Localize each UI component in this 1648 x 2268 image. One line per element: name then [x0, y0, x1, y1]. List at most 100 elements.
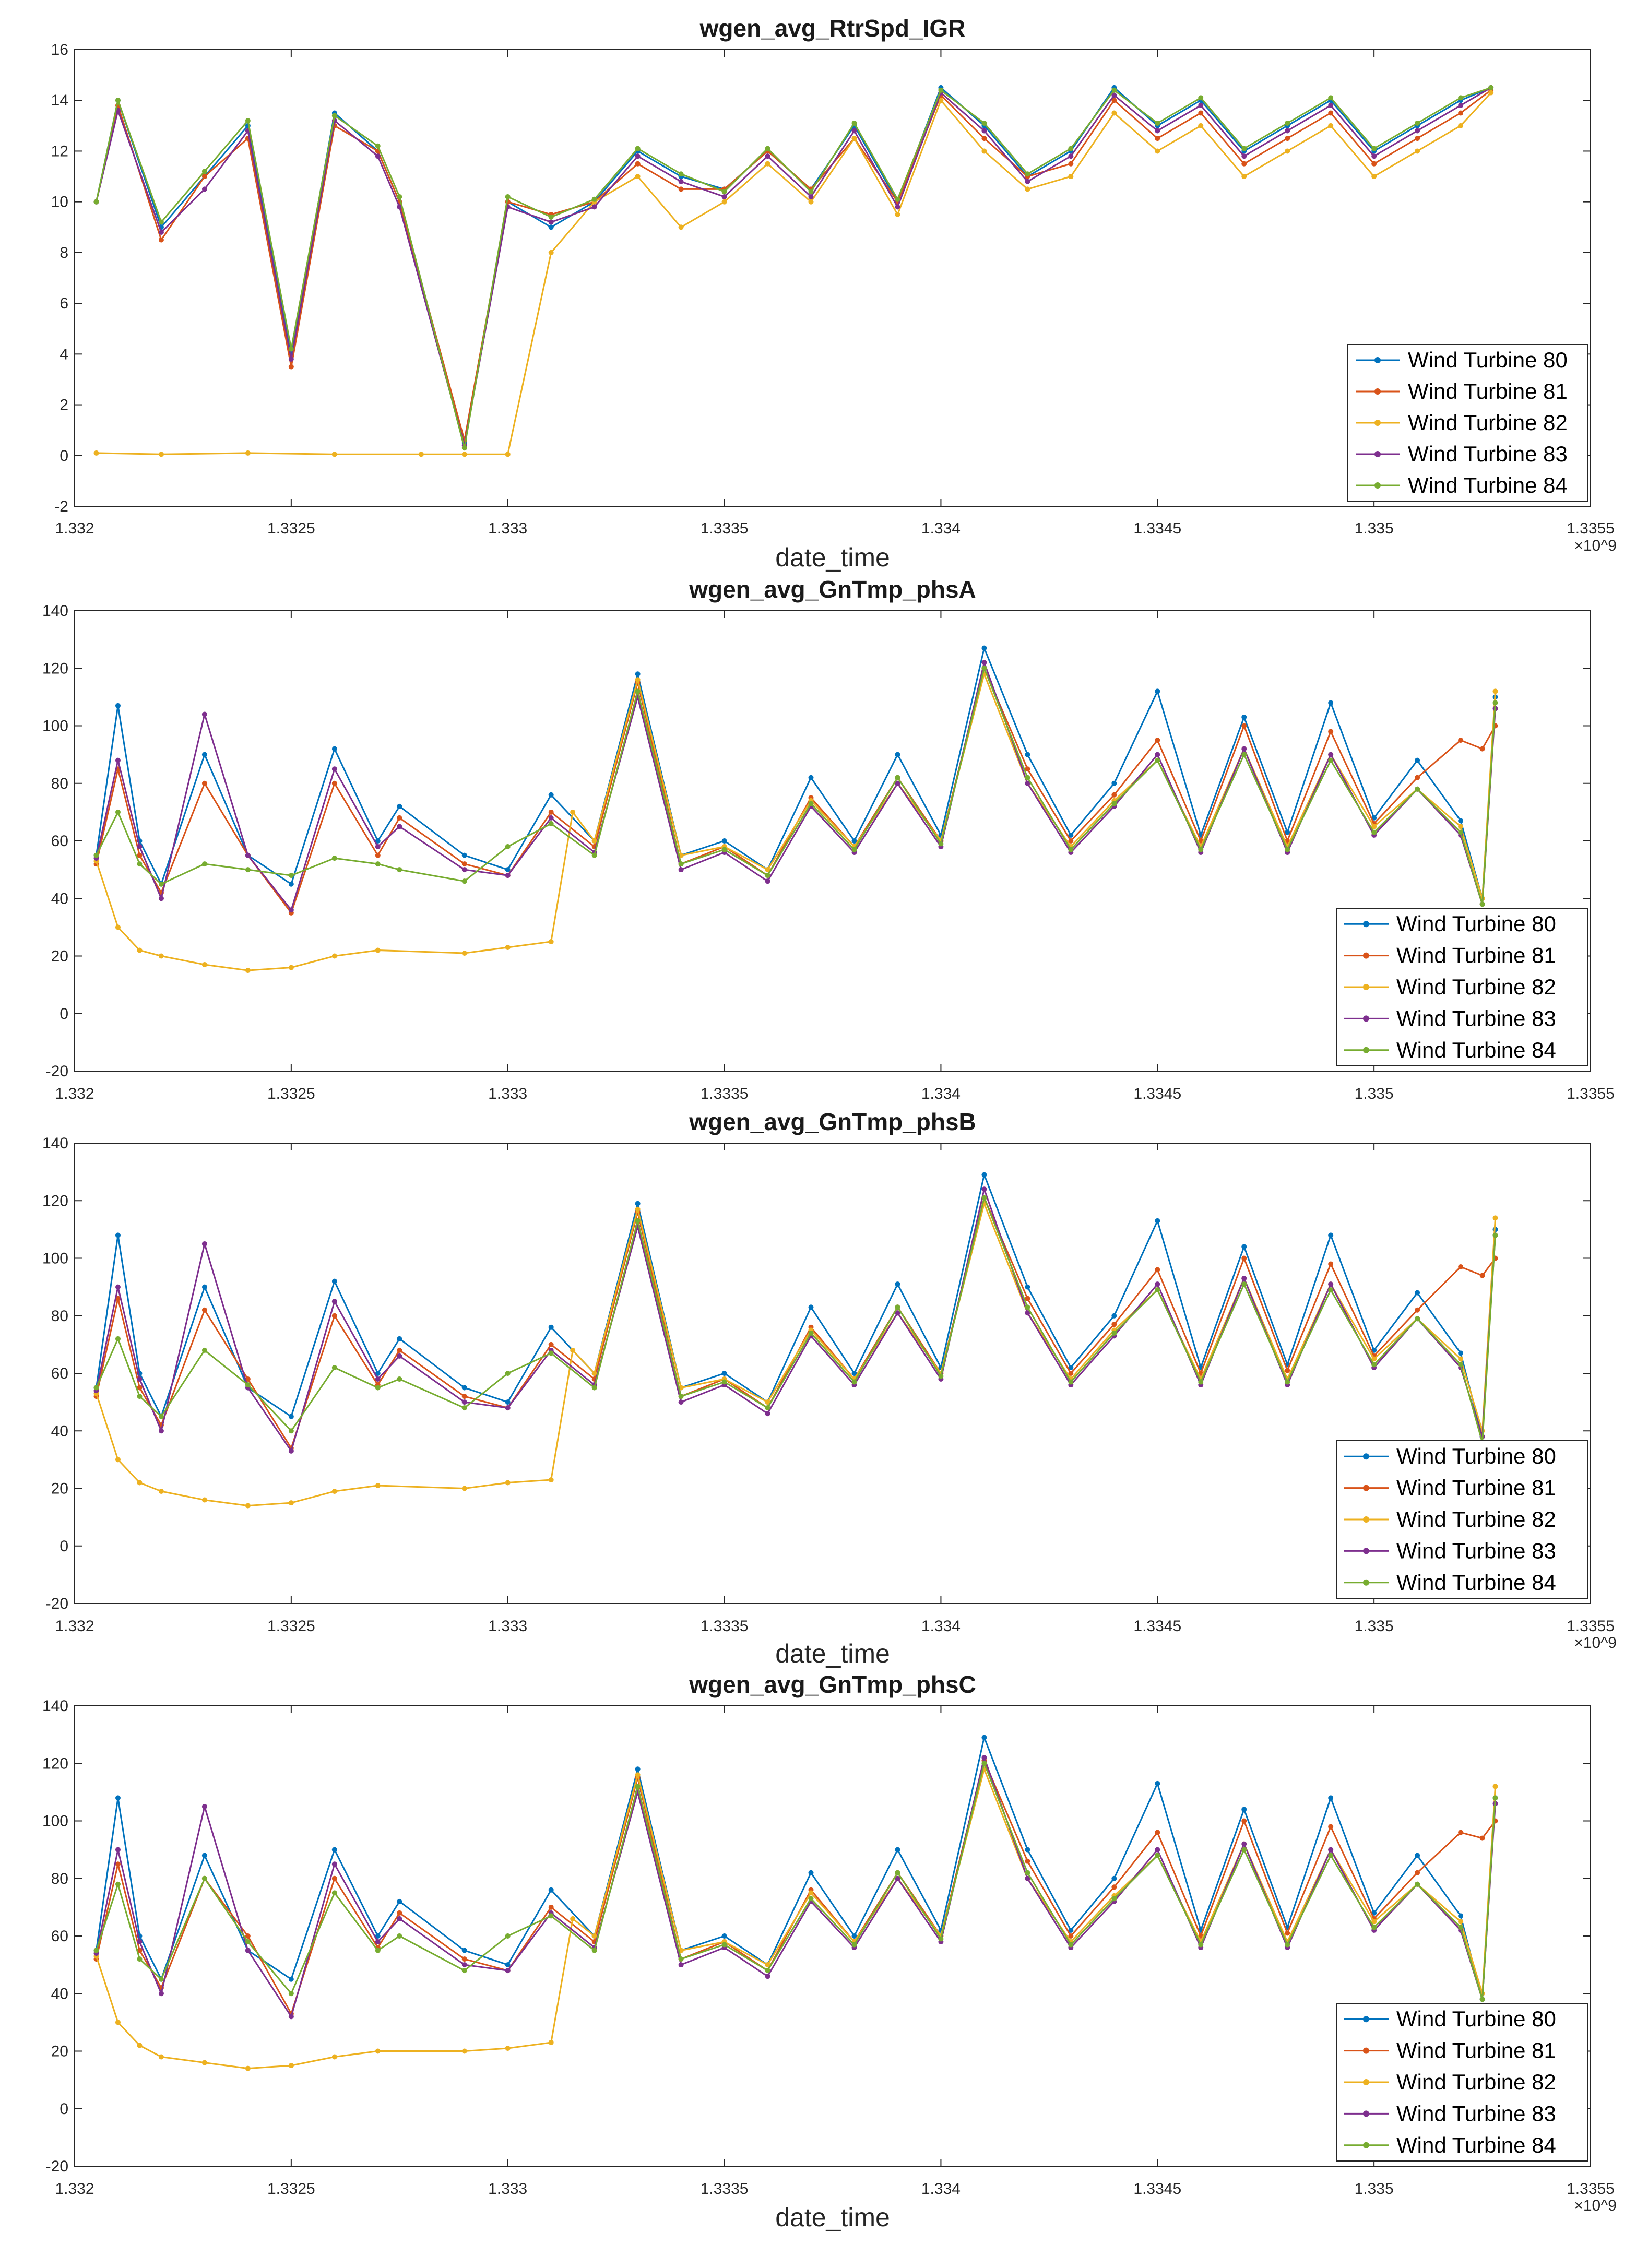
data-point: [938, 98, 944, 103]
data-point: [331, 953, 337, 959]
data-point: [201, 752, 207, 757]
legend: Wind Turbine 80 Wind Turbine 81 Wind Turbi…: [1336, 908, 1588, 1066]
data-point: [158, 1976, 164, 1982]
data-point: [591, 1371, 597, 1376]
data-point: [765, 1411, 770, 1417]
data-point: [548, 1904, 554, 1910]
series-line-1: [96, 1174, 1496, 1438]
y-tick-label: 0: [60, 2100, 68, 2118]
data-point: [461, 867, 467, 873]
data-point: [1111, 1884, 1117, 1890]
y-tick-label: 40: [51, 890, 68, 907]
data-point: [1371, 161, 1377, 167]
y-tick-label: 0: [60, 1538, 68, 1555]
data-point: [245, 118, 251, 124]
data-point: [765, 1399, 770, 1405]
data-point: [288, 2014, 294, 2020]
x-tick-label: 1.332: [55, 2180, 94, 2198]
data-point: [1479, 1997, 1485, 2002]
data-point: [331, 1489, 337, 1494]
data-point: [635, 1766, 641, 1772]
data-point: [1155, 1847, 1160, 1853]
data-point: [1371, 1356, 1377, 1362]
data-point: [1198, 110, 1204, 116]
data-point: [1241, 1276, 1247, 1281]
data-point: [115, 1861, 121, 1867]
data-point: [635, 161, 641, 167]
data-point: [375, 1939, 381, 1945]
data-point: [1111, 780, 1117, 786]
data-point: [851, 1942, 857, 1948]
data-point: [505, 873, 511, 878]
data-point: [375, 838, 381, 844]
data-point: [461, 1399, 467, 1405]
data-point: [461, 878, 467, 884]
data-point: [1025, 1310, 1030, 1316]
y-tick-label: 6: [60, 295, 68, 312]
data-point: [1479, 746, 1485, 752]
data-point: [397, 1933, 402, 1939]
legend-label: Wind Turbine 80: [1396, 2006, 1556, 2031]
data-point: [1458, 1264, 1464, 1270]
y-tick-label: 16: [51, 41, 68, 58]
data-point: [1241, 1818, 1247, 1824]
data-point: [245, 1503, 251, 1509]
data-point: [1068, 1371, 1074, 1376]
x-tick-label: 1.3355: [1567, 1618, 1615, 1635]
data-point: [1025, 752, 1030, 757]
legend-swatch-marker: [1374, 357, 1381, 363]
data-point: [201, 711, 207, 717]
data-point: [1025, 1847, 1030, 1853]
chart-panel-3: wgen_avg_GnTmp_phsB -20 0 20 40 60 80 100 120 140…: [42, 1108, 1617, 1668]
data-point: [505, 194, 511, 199]
data-point: [201, 2060, 207, 2065]
data-point: [1111, 1875, 1117, 1881]
data-point: [137, 1376, 143, 1382]
data-point: [331, 1313, 337, 1319]
data-point: [1458, 1356, 1464, 1362]
data-point: [331, 1847, 337, 1853]
data-point: [1241, 752, 1247, 757]
legend-label: Wind Turbine 80: [1396, 911, 1556, 936]
data-point: [981, 645, 987, 651]
data-point: [851, 1933, 857, 1939]
data-point: [461, 852, 467, 858]
x-tick-label: 1.335: [1355, 1618, 1394, 1635]
data-point: [331, 1299, 337, 1304]
data-point: [115, 1296, 121, 1301]
y-tick-label: 0: [60, 1005, 68, 1023]
data-point: [331, 452, 337, 457]
data-point: [245, 2065, 251, 2071]
y-tick-label: 40: [51, 1422, 68, 1440]
data-point: [397, 824, 402, 829]
data-point: [1415, 128, 1420, 134]
data-point: [375, 852, 381, 858]
data-point: [1155, 757, 1160, 763]
data-point: [1025, 780, 1030, 786]
data-point: [765, 1968, 770, 1974]
x-tick-label: 1.334: [921, 520, 961, 537]
data-point: [331, 113, 337, 118]
y-tick-label: 120: [42, 660, 68, 677]
data-point: [635, 1772, 641, 1778]
data-point: [721, 194, 727, 199]
legend-label: Wind Turbine 81: [1408, 379, 1568, 403]
data-point: [721, 847, 727, 852]
data-point: [418, 452, 424, 457]
data-point: [1458, 829, 1464, 835]
data-point: [288, 907, 294, 913]
x-tick-label: 1.3335: [701, 1618, 749, 1635]
data-point: [1488, 90, 1494, 96]
data-point: [678, 1394, 684, 1399]
data-point: [245, 1939, 251, 1945]
data-point: [1285, 829, 1290, 835]
legend-swatch-marker: [1363, 2110, 1369, 2117]
data-point: [1068, 1364, 1074, 1370]
legend-swatch-marker: [1363, 1516, 1369, 1523]
data-point: [895, 1304, 900, 1310]
data-point: [331, 1861, 337, 1867]
legend-swatch-marker: [1363, 1015, 1369, 1022]
x-tick-label: 1.332: [55, 520, 94, 537]
data-point: [895, 196, 900, 202]
